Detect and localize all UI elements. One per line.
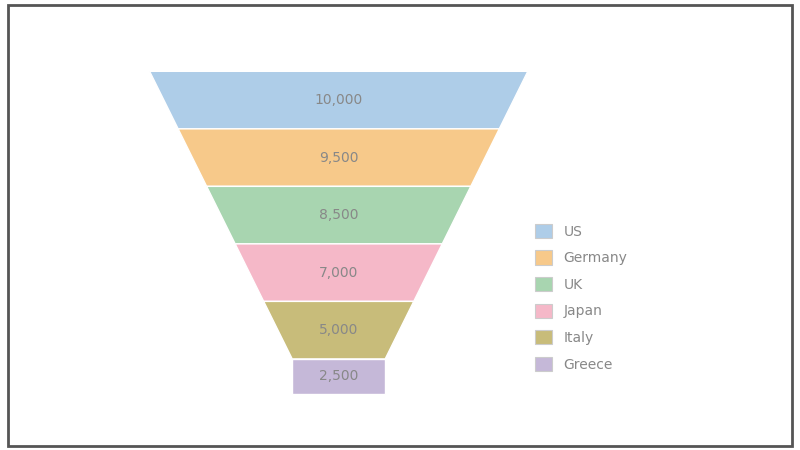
- Polygon shape: [292, 359, 386, 394]
- Text: 9,500: 9,500: [319, 151, 358, 165]
- Text: 7,000: 7,000: [319, 266, 358, 279]
- Polygon shape: [178, 129, 499, 186]
- Legend: US, Germany, UK, Japan, Italy, Greece: US, Germany, UK, Japan, Italy, Greece: [529, 217, 634, 378]
- Polygon shape: [206, 186, 470, 244]
- Polygon shape: [150, 71, 528, 129]
- Polygon shape: [235, 244, 442, 302]
- Text: 10,000: 10,000: [314, 93, 363, 107]
- Polygon shape: [264, 302, 414, 359]
- Text: 8,500: 8,500: [319, 208, 358, 222]
- Text: 2,500: 2,500: [319, 369, 358, 383]
- Text: 5,000: 5,000: [319, 323, 358, 337]
